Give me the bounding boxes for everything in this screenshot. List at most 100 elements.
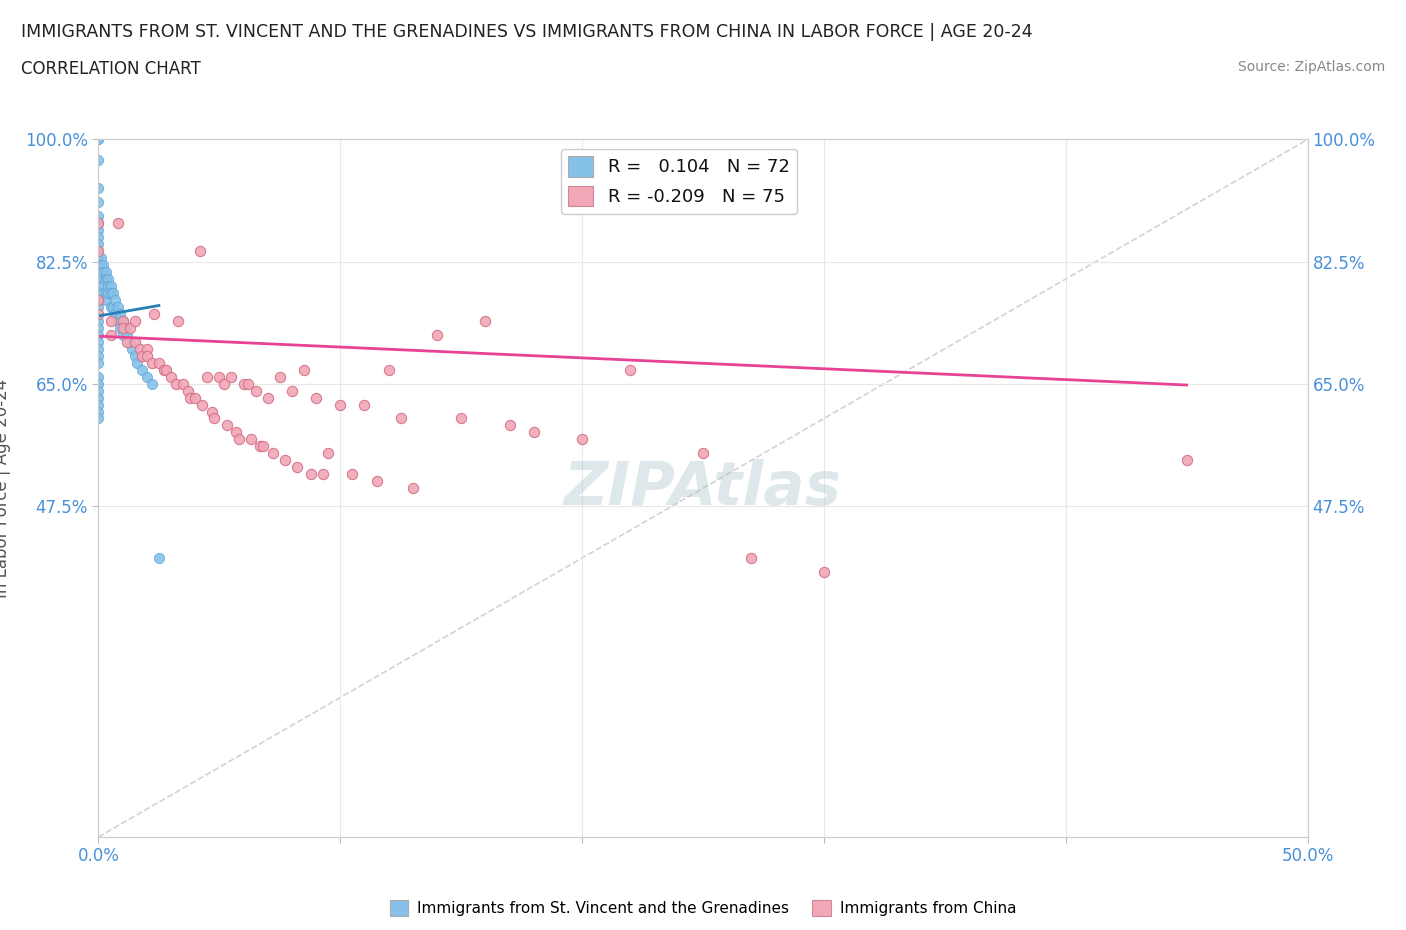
Point <box>87 132 110 147</box>
Point <box>177 383 200 398</box>
Point <box>221 369 243 384</box>
Point <box>87 307 110 322</box>
Point <box>90 279 112 294</box>
Point <box>131 349 153 364</box>
Point <box>90 272 112 286</box>
Point <box>212 376 235 391</box>
Point <box>101 299 124 314</box>
Point <box>87 230 110 245</box>
Point <box>87 244 110 259</box>
Point <box>245 383 267 398</box>
Point <box>94 286 117 300</box>
Point <box>111 327 134 342</box>
Point <box>87 195 110 210</box>
Point <box>131 363 153 378</box>
Point <box>128 341 150 356</box>
Text: CORRELATION CHART: CORRELATION CHART <box>21 60 201 78</box>
Point <box>107 299 129 314</box>
Point <box>184 391 207 405</box>
Point <box>281 383 304 398</box>
Point <box>100 313 122 328</box>
Point <box>135 349 157 364</box>
Point <box>402 481 425 496</box>
Point <box>108 320 131 336</box>
Point <box>269 369 291 384</box>
Point <box>172 376 194 391</box>
Point <box>571 432 593 447</box>
Legend: Immigrants from St. Vincent and the Grenadines, Immigrants from China: Immigrants from St. Vincent and the Gren… <box>384 894 1022 923</box>
Point <box>498 418 520 433</box>
Point <box>141 376 163 391</box>
Point <box>90 286 112 300</box>
Point <box>225 425 247 440</box>
Point <box>87 327 110 342</box>
Point <box>107 313 129 328</box>
Point <box>87 349 110 364</box>
Point <box>94 264 117 279</box>
Point <box>100 279 122 294</box>
Point <box>249 439 271 454</box>
Point <box>101 286 124 300</box>
Point <box>87 335 110 350</box>
Point <box>104 307 127 322</box>
Point <box>474 313 496 328</box>
Point <box>87 251 110 266</box>
Point <box>619 363 641 378</box>
Point <box>87 244 110 259</box>
Point <box>87 411 110 426</box>
Point <box>91 286 114 300</box>
Point <box>97 272 120 286</box>
Point <box>87 293 110 308</box>
Point <box>90 264 112 279</box>
Point <box>87 383 110 398</box>
Point <box>91 258 114 272</box>
Point <box>87 320 110 336</box>
Point <box>94 272 117 286</box>
Point <box>353 397 375 412</box>
Point <box>148 355 170 370</box>
Point <box>117 327 139 342</box>
Point <box>135 341 157 356</box>
Point <box>87 299 110 314</box>
Point <box>148 551 170 565</box>
Point <box>813 565 835 579</box>
Point <box>450 411 472 426</box>
Point <box>135 369 157 384</box>
Point <box>91 264 114 279</box>
Point <box>239 432 262 447</box>
Point <box>228 432 250 447</box>
Point <box>152 363 174 378</box>
Point <box>238 376 260 391</box>
Point <box>201 405 224 419</box>
Point <box>114 320 136 336</box>
Point <box>155 363 177 378</box>
Point <box>87 223 110 238</box>
Point <box>208 369 231 384</box>
Point <box>366 474 388 489</box>
Point <box>179 391 201 405</box>
Point <box>141 355 163 370</box>
Point <box>87 369 110 384</box>
Point <box>111 313 134 328</box>
Point <box>94 293 117 308</box>
Point <box>692 445 714 460</box>
Point <box>426 327 449 342</box>
Point <box>87 355 110 370</box>
Point <box>285 460 308 474</box>
Point <box>87 237 110 252</box>
Point <box>143 307 166 322</box>
Point <box>312 467 335 482</box>
Point <box>87 216 110 231</box>
Point <box>188 244 211 259</box>
Point <box>124 349 146 364</box>
Point <box>117 335 139 350</box>
Point <box>100 286 122 300</box>
Point <box>87 341 110 356</box>
Text: IMMIGRANTS FROM ST. VINCENT AND THE GRENADINES VS IMMIGRANTS FROM CHINA IN LABOR: IMMIGRANTS FROM ST. VINCENT AND THE GREN… <box>21 23 1033 41</box>
Point <box>87 258 110 272</box>
Point <box>87 376 110 391</box>
Point <box>87 391 110 405</box>
Point <box>87 405 110 419</box>
Point <box>204 411 226 426</box>
Point <box>87 153 110 168</box>
